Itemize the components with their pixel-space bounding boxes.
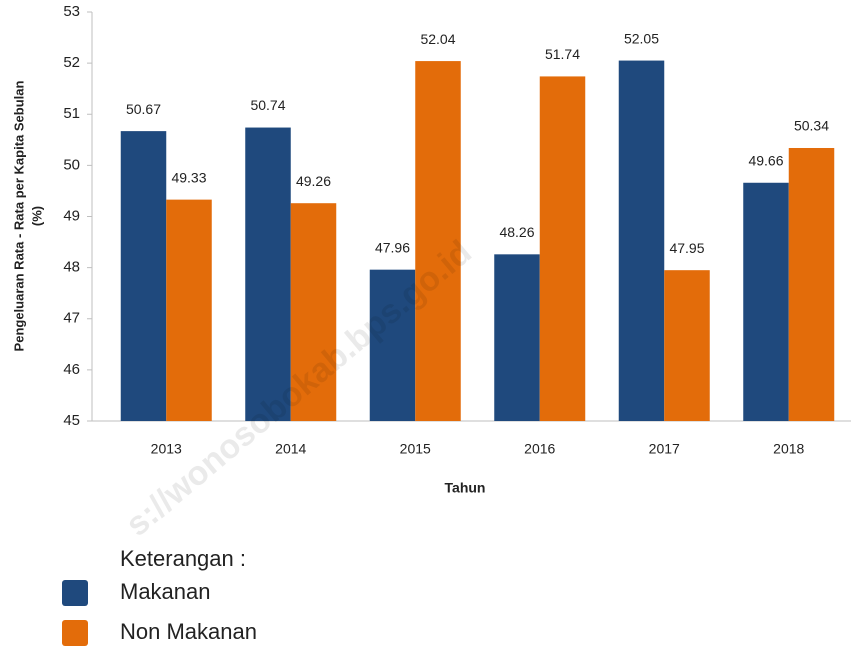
y-tick-label: 49 xyxy=(63,207,80,224)
x-tick-label: 2013 xyxy=(151,441,182,457)
legend-label: Makanan xyxy=(120,579,211,604)
y-axis-label: (%) xyxy=(29,206,44,226)
y-tick-label: 46 xyxy=(63,361,80,378)
x-tick-label: 2016 xyxy=(524,441,555,457)
bar xyxy=(743,182,789,421)
value-label: 47.96 xyxy=(375,239,410,255)
legend-swatch xyxy=(62,620,88,646)
x-tick-label: 2015 xyxy=(400,441,431,457)
value-label: 50.74 xyxy=(250,97,285,113)
bar xyxy=(245,127,291,421)
value-label: 52.05 xyxy=(624,30,659,46)
y-tick-label: 45 xyxy=(63,412,80,429)
y-tick-label: 52 xyxy=(63,54,80,71)
value-label: 49.66 xyxy=(748,152,783,168)
bar xyxy=(618,60,665,421)
value-label: 50.34 xyxy=(794,118,829,134)
y-tick-label: 50 xyxy=(63,156,80,173)
y-tick-label: 48 xyxy=(63,259,80,276)
x-axis-label: Tahun xyxy=(445,480,486,496)
value-label: 49.33 xyxy=(171,169,206,185)
y-tick-label: 51 xyxy=(63,105,80,122)
x-tick-label: 2017 xyxy=(649,441,680,457)
bar xyxy=(494,254,540,421)
value-label: 47.95 xyxy=(669,240,704,256)
value-label: 52.04 xyxy=(420,31,455,47)
legend-label: Non Makanan xyxy=(120,619,257,644)
value-label: 50.67 xyxy=(126,101,161,117)
bar xyxy=(290,203,337,421)
bar xyxy=(664,270,710,421)
y-axis-label: Pengeluaran Rata - Rata per Kapita Sebul… xyxy=(11,80,26,351)
value-label: 51.74 xyxy=(545,46,580,62)
x-tick-label: 2018 xyxy=(773,441,804,457)
bar xyxy=(788,147,835,421)
value-label: 49.26 xyxy=(296,173,331,189)
y-tick-label: 53 xyxy=(63,3,80,20)
value-label: 48.26 xyxy=(499,224,534,240)
bar xyxy=(539,76,586,421)
y-tick-label: 47 xyxy=(63,310,80,327)
legend-swatch xyxy=(62,580,88,606)
legend-title: Keterangan : xyxy=(120,546,246,571)
bar xyxy=(166,199,212,421)
x-tick-label: 2014 xyxy=(275,441,306,457)
bar xyxy=(369,269,416,421)
bar xyxy=(120,131,167,421)
bar xyxy=(415,61,461,421)
